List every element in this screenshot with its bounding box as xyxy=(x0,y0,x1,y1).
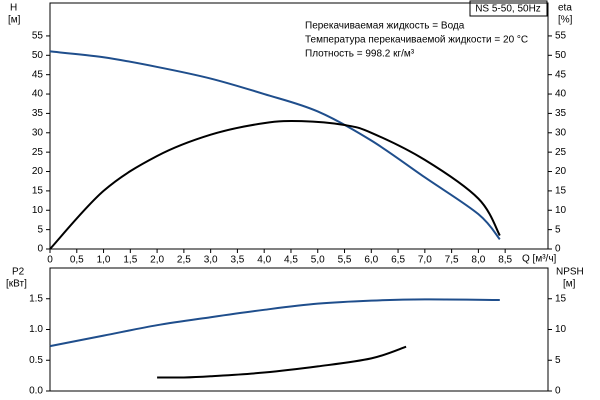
y2-tick-label: 5 xyxy=(555,355,561,366)
y-tick-label: 1.5 xyxy=(29,293,43,304)
x-tick-label: 2,5 xyxy=(177,255,191,266)
x-tick-label: 7,0 xyxy=(418,255,432,266)
curve xyxy=(49,298,500,348)
y2-tick-label: 30 xyxy=(555,127,567,138)
y-tick-label: 0.0 xyxy=(29,386,43,397)
y2-tick-label: 20 xyxy=(555,166,567,177)
x-tick-label: 1,5 xyxy=(123,255,137,266)
x-tick-label: 4,5 xyxy=(284,255,298,266)
x-tick-label: 8,5 xyxy=(498,255,512,266)
y2-tick-label: 50 xyxy=(555,50,567,61)
plot-frame xyxy=(49,2,549,250)
x-tick-label: 2,0 xyxy=(150,255,164,266)
x-axis-label: Q [м³/ч] xyxy=(522,254,557,265)
y2-tick-label: 45 xyxy=(555,69,567,80)
y2-tick-label: 10 xyxy=(555,205,567,216)
y-tick-label: 1.0 xyxy=(29,324,43,335)
x-tick-label: 6,0 xyxy=(364,255,378,266)
y2-tick-label: 15 xyxy=(555,186,567,197)
y2-tick-label: 55 xyxy=(555,31,567,42)
annotation: Температура перекачиваемой жидкости = 20… xyxy=(305,35,528,46)
y2-axis-unit: [%] xyxy=(558,15,573,26)
y-tick-label: 45 xyxy=(32,69,44,80)
x-tick-label: 7,5 xyxy=(445,255,459,266)
y2-axis-unit: [м] xyxy=(563,279,576,290)
annotation: Перекачиваемая жидкость = Вода xyxy=(305,21,465,32)
curve xyxy=(157,345,407,379)
y-tick-label: 55 xyxy=(32,31,44,42)
y2-tick-label: 15 xyxy=(555,293,567,304)
curve xyxy=(49,50,501,240)
y-axis-unit: [м] xyxy=(8,15,21,26)
x-tick-label: 1,0 xyxy=(97,255,111,266)
x-tick-label: 6,5 xyxy=(391,255,405,266)
plot-frame xyxy=(49,267,549,392)
y-tick-label: 35 xyxy=(32,108,44,119)
y2-tick-label: 10 xyxy=(555,324,567,335)
model-label: NS 5-50, 50Hz xyxy=(475,4,541,15)
y-tick-label: 0 xyxy=(37,244,43,255)
y2-axis-label: NPSH xyxy=(556,267,584,278)
x-tick-label: 8,0 xyxy=(471,255,485,266)
model-box xyxy=(469,0,548,17)
x-tick-label: 0,5 xyxy=(70,255,84,266)
y2-tick-label: 5 xyxy=(555,224,561,235)
y-axis-label: H xyxy=(10,3,17,14)
y-tick-label: 40 xyxy=(32,89,44,100)
y-axis-label: P2 xyxy=(12,267,25,278)
curve xyxy=(49,120,501,250)
y-tick-label: 0.5 xyxy=(29,355,43,366)
y2-tick-label: 35 xyxy=(555,108,567,119)
x-tick-label: 5,5 xyxy=(338,255,352,266)
y-tick-label: 25 xyxy=(32,147,44,158)
y-tick-label: 15 xyxy=(32,186,44,197)
x-tick-label: 4,0 xyxy=(257,255,271,266)
y-tick-label: 50 xyxy=(32,50,44,61)
y2-tick-label: 40 xyxy=(555,89,567,100)
y-tick-label: 20 xyxy=(32,166,44,177)
x-tick-label: 3,5 xyxy=(230,255,244,266)
annotation: Плотность = 998.2 кг/м³ xyxy=(305,49,415,60)
x-tick-label: 5,0 xyxy=(311,255,325,266)
y-tick-label: 10 xyxy=(32,205,44,216)
y2-tick-label: 0 xyxy=(555,386,561,397)
y-axis-unit: [кВт] xyxy=(6,279,27,290)
x-tick-label: 3,0 xyxy=(204,255,218,266)
y-tick-label: 5 xyxy=(37,224,43,235)
x-tick-label: 0 xyxy=(47,255,53,266)
y2-tick-label: 0 xyxy=(555,244,561,255)
y2-axis-label: eta xyxy=(558,3,572,14)
y-tick-label: 30 xyxy=(32,127,44,138)
y2-tick-label: 25 xyxy=(555,147,567,158)
